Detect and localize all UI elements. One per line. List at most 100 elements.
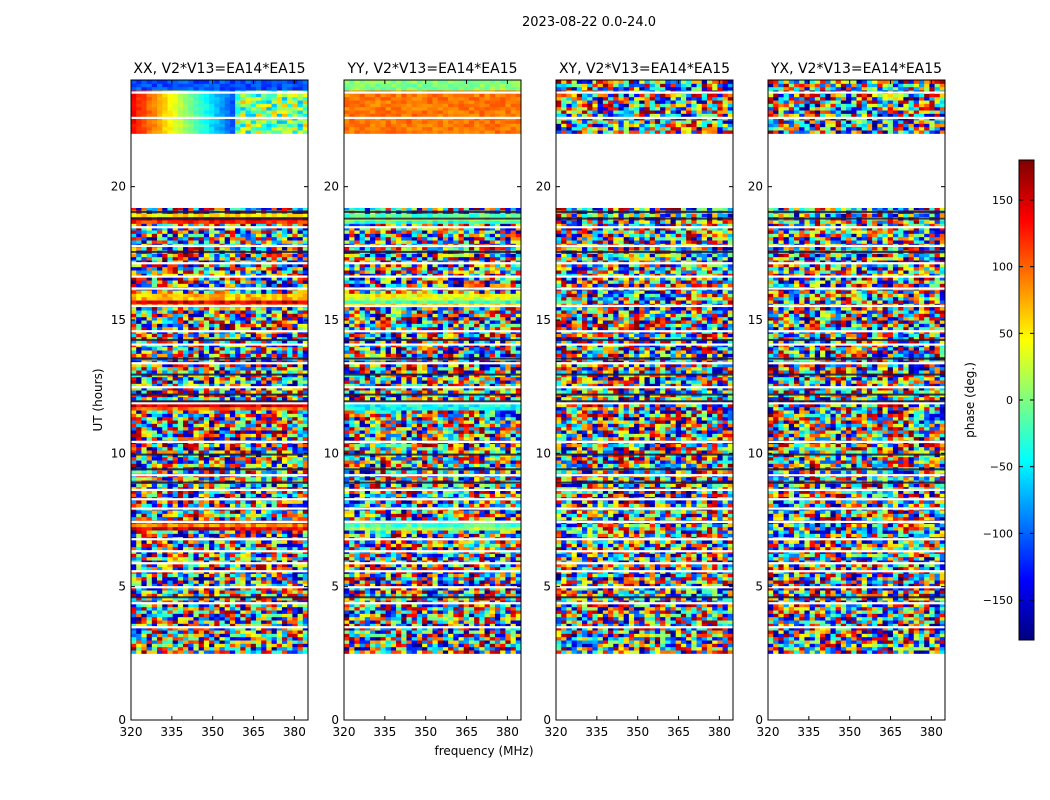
flagged-row bbox=[344, 362, 521, 365]
flagged-row bbox=[768, 570, 945, 573]
flagged-row bbox=[131, 550, 308, 553]
dark-row bbox=[768, 596, 945, 599]
flagged-row bbox=[768, 520, 945, 523]
y-tick-label: 15 bbox=[111, 313, 126, 327]
flagged-row bbox=[556, 520, 733, 523]
flagged-row bbox=[768, 244, 945, 247]
dark-row bbox=[556, 217, 733, 220]
dark-row bbox=[131, 596, 308, 599]
flagged-row bbox=[131, 602, 308, 605]
dark-row bbox=[131, 400, 308, 403]
flagged-row bbox=[131, 626, 308, 629]
flagged-row bbox=[768, 226, 945, 229]
dark-row bbox=[344, 373, 521, 376]
colorbar-tick-label: −50 bbox=[990, 461, 1013, 474]
dark-row bbox=[344, 400, 521, 403]
flagged-row bbox=[556, 474, 733, 477]
flagged-row bbox=[556, 488, 733, 491]
x-tick-label: 380 bbox=[708, 725, 731, 739]
x-tick-label: 365 bbox=[242, 725, 265, 739]
y-tick-label: 15 bbox=[748, 313, 763, 327]
flagged-row bbox=[768, 626, 945, 629]
flagged-row bbox=[131, 91, 308, 94]
flagged-row bbox=[768, 538, 945, 541]
x-tick-label: 365 bbox=[879, 725, 902, 739]
flagged-row bbox=[131, 386, 308, 389]
flagged-row bbox=[131, 275, 308, 278]
x-tick-label: 350 bbox=[838, 725, 861, 739]
y-axis-label: UT (hours) bbox=[91, 368, 105, 431]
flagged-row bbox=[768, 386, 945, 389]
flagged-row bbox=[344, 538, 521, 541]
dark-row bbox=[556, 338, 733, 341]
dark-row bbox=[556, 453, 733, 456]
panel-title: XX, V2*V13=EA14*EA15 bbox=[133, 61, 305, 77]
flagged-row bbox=[768, 488, 945, 491]
flagged-row bbox=[131, 562, 308, 565]
flagged-row bbox=[344, 570, 521, 573]
flagged-row bbox=[556, 91, 733, 94]
flagged-row bbox=[131, 244, 308, 247]
panel-frame bbox=[767, 79, 946, 721]
flagged-row bbox=[556, 550, 733, 553]
x-tick-label: 365 bbox=[455, 725, 478, 739]
flagged-row bbox=[556, 570, 733, 573]
dark-row bbox=[768, 210, 945, 213]
flagged-row bbox=[344, 474, 521, 477]
dark-row bbox=[768, 338, 945, 341]
flagged-row bbox=[344, 488, 521, 491]
flagged-row bbox=[556, 343, 733, 346]
heatmap-cells bbox=[556, 80, 733, 654]
flagged-row bbox=[344, 402, 521, 405]
flagged-row bbox=[768, 304, 945, 307]
colorbar-tick-label: −100 bbox=[983, 527, 1013, 540]
dark-row bbox=[344, 453, 521, 456]
flagged-row bbox=[344, 226, 521, 229]
flagged-row bbox=[768, 602, 945, 605]
colorbar-tick-label: 100 bbox=[992, 261, 1013, 274]
flagged-row bbox=[556, 440, 733, 443]
flagged-row bbox=[768, 343, 945, 346]
flagged-row bbox=[768, 562, 945, 565]
y-tick-label: 5 bbox=[755, 580, 763, 594]
flagged-row bbox=[131, 304, 308, 307]
y-tick-label: 10 bbox=[536, 446, 551, 460]
colorbar-label: phase (deg.) bbox=[963, 362, 977, 438]
flagged-row bbox=[344, 586, 521, 589]
y-tick-label: 5 bbox=[118, 580, 126, 594]
flagged-row bbox=[344, 304, 521, 307]
flagged-row bbox=[768, 262, 945, 265]
dark-row bbox=[344, 250, 521, 253]
colorbar-tick-label: 0 bbox=[1006, 394, 1013, 407]
dark-row bbox=[131, 481, 308, 484]
flagged-row bbox=[768, 275, 945, 278]
dark-row bbox=[556, 596, 733, 599]
dark-row bbox=[344, 210, 521, 213]
flagged-row bbox=[768, 507, 945, 510]
x-tick-label: 335 bbox=[585, 725, 608, 739]
flagged-row bbox=[344, 287, 521, 290]
y-tick-label: 15 bbox=[324, 313, 339, 327]
flagged-row bbox=[556, 562, 733, 565]
dark-row bbox=[344, 468, 521, 471]
flagged-row bbox=[556, 226, 733, 229]
flagged-row bbox=[556, 402, 733, 405]
dark-row bbox=[344, 357, 521, 360]
dark-row bbox=[344, 481, 521, 484]
panels-group: XX, V2*V13=EA14*EA15 320 335 350 365 380 0 5 10 1… bbox=[111, 61, 946, 739]
flagged-row bbox=[344, 116, 521, 119]
dark-row bbox=[131, 338, 308, 341]
flagged-row bbox=[556, 507, 733, 510]
y-tick-label: 0 bbox=[118, 713, 126, 727]
x-tick-label: 320 bbox=[545, 725, 568, 739]
flagged-row bbox=[768, 116, 945, 119]
y-tick-label: 15 bbox=[536, 313, 551, 327]
panel-title: YY, V2*V13=EA14*EA15 bbox=[346, 61, 517, 77]
dark-row bbox=[556, 373, 733, 376]
dark-row bbox=[768, 453, 945, 456]
y-tick-label: 0 bbox=[543, 713, 551, 727]
y-tick-label: 0 bbox=[755, 713, 763, 727]
dark-row bbox=[768, 468, 945, 471]
panel-yx: YX, V2*V13=EA14*EA15 320 335 350 365 380 0 5 10 1… bbox=[748, 61, 946, 739]
flagged-row bbox=[131, 343, 308, 346]
